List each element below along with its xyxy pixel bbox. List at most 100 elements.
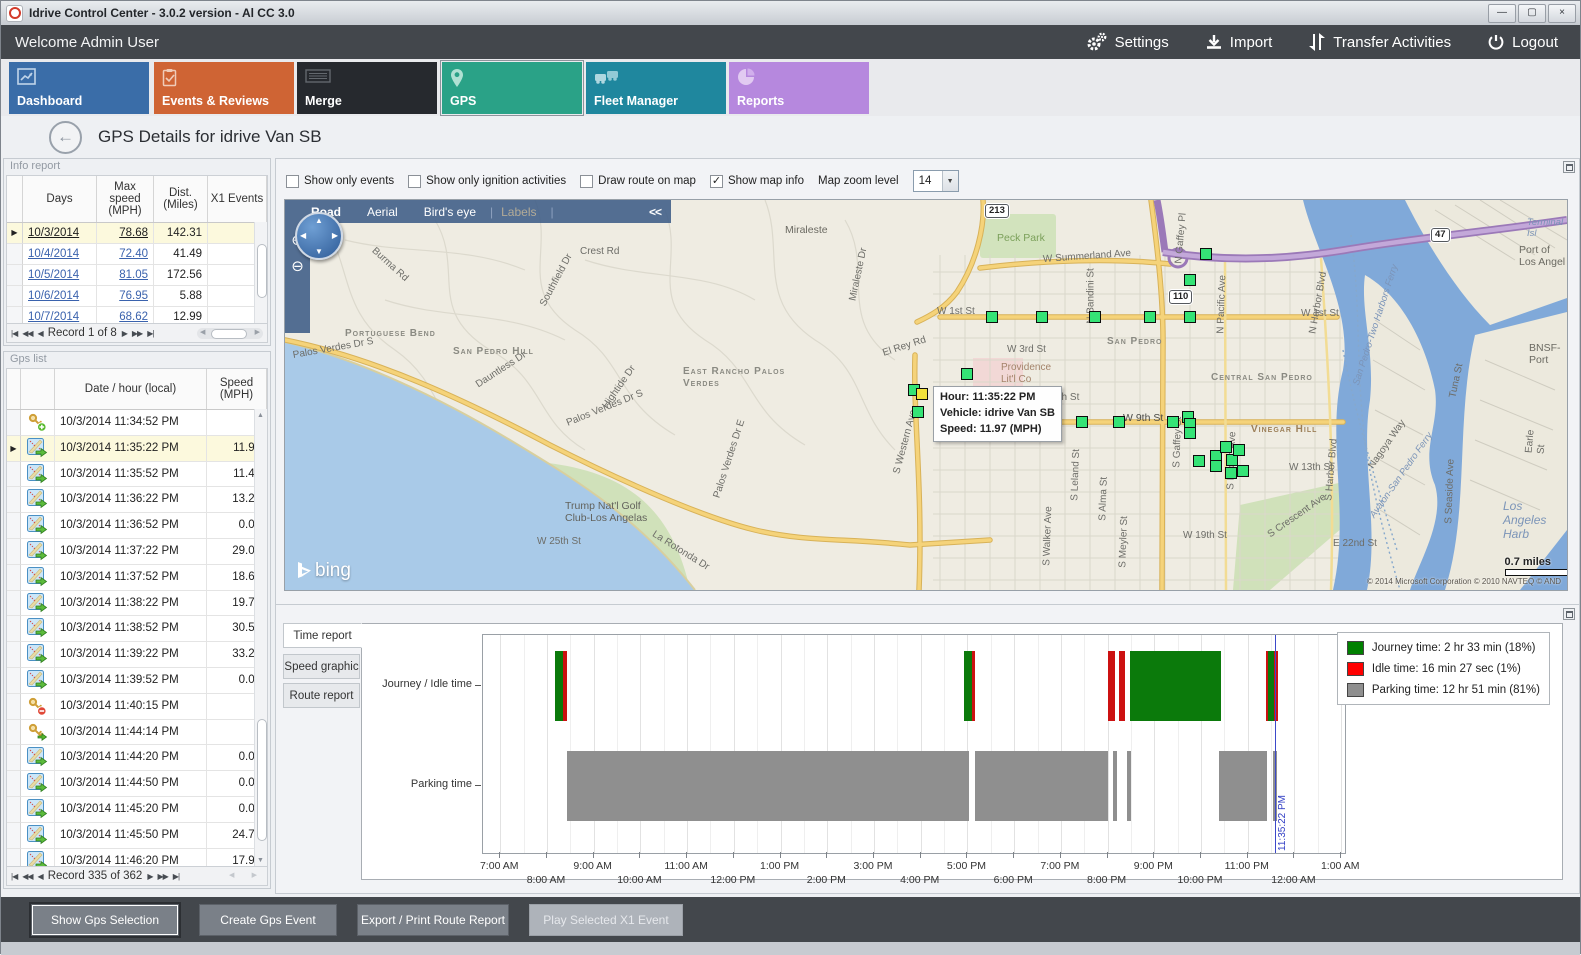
checkbox-show-only-events[interactable]: Show only events <box>286 174 394 188</box>
map-zoom-level-select[interactable]: 14 ▼ <box>912 170 959 192</box>
pan-up-icon[interactable]: ▲ <box>315 216 323 225</box>
tab-time-report[interactable]: Time report <box>283 623 362 648</box>
list-item[interactable]: ▶ 10/3/2014 11:35:22 PM 11.97 <box>7 435 267 462</box>
days-cell[interactable]: 10/6/2014 <box>23 286 97 307</box>
list-item[interactable]: 10/3/2014 11:36:22 PM 13.28 <box>7 487 267 514</box>
list-item[interactable]: 10/3/2014 11:39:22 PM 33.21 <box>7 642 267 668</box>
gps-marker[interactable] <box>1225 467 1237 479</box>
pan-right-icon[interactable]: ▶ <box>331 231 338 240</box>
gps-marker[interactable] <box>1144 311 1156 323</box>
max-speed-cell[interactable]: 78.68 <box>97 223 154 244</box>
info-report-hscrollbar[interactable]: ◀ ▶ <box>197 327 263 339</box>
table-row[interactable]: 10/5/2014 81.05 172.56 <box>7 265 267 286</box>
map-style-aerial[interactable]: Aerial <box>367 204 398 219</box>
time-cursor[interactable] <box>1275 635 1277 853</box>
pager-first-icon[interactable]: |◀ <box>11 871 18 881</box>
gps-marker[interactable] <box>1233 444 1245 456</box>
list-item[interactable]: 10/3/2014 11:44:20 PM 0.00 <box>7 745 267 772</box>
days-cell[interactable]: 10/5/2014 <box>23 265 97 286</box>
pager-fast-next-icon[interactable]: ▶▶ <box>157 871 168 881</box>
tab-dashboard[interactable]: Dashboard <box>9 62 149 114</box>
pager-fast-prev-icon[interactable]: ◀◀ <box>22 871 33 881</box>
checkbox-box[interactable] <box>408 174 422 188</box>
col-x1-events[interactable]: X1 Events <box>208 176 267 222</box>
tab-gps[interactable]: GPS <box>440 60 584 116</box>
col-dist[interactable]: Dist. (Miles) <box>154 176 208 222</box>
tab-reports[interactable]: Reports <box>729 62 869 114</box>
checkbox-show-only-ignition[interactable]: Show only ignition activities <box>408 174 566 188</box>
import-button[interactable]: Import <box>1205 33 1272 51</box>
list-item[interactable]: 10/3/2014 11:35:52 PM 11.47 <box>7 461 267 488</box>
transfer-activities-button[interactable]: Transfer Activities <box>1308 32 1451 52</box>
logout-button[interactable]: Logout <box>1487 33 1558 51</box>
gps-marker[interactable] <box>912 406 924 418</box>
table-row[interactable]: ▶ 10/3/2014 78.68 142.31 <box>7 223 267 244</box>
list-item[interactable]: 10/3/2014 11:45:50 PM 24.75 <box>7 822 267 849</box>
show-gps-selection-button[interactable]: Show Gps Selection <box>31 903 179 936</box>
tab-merge[interactable]: Merge <box>297 62 437 114</box>
tab-route-report[interactable]: Route report <box>283 683 360 708</box>
map-bar-collapse-button[interactable]: << <box>648 204 662 219</box>
gps-marker[interactable] <box>1200 248 1212 260</box>
list-item[interactable]: 10/3/2014 11:36:52 PM 0.00 <box>7 513 267 539</box>
gps-marker[interactable] <box>1167 416 1179 428</box>
pager-first-icon[interactable]: |◀ <box>11 328 18 338</box>
gps-marker[interactable] <box>1237 465 1249 477</box>
map-panel-maximize-button[interactable] <box>1563 161 1575 173</box>
pan-down-icon[interactable]: ▼ <box>315 247 323 256</box>
back-button[interactable]: ← <box>49 120 82 154</box>
gps-marker[interactable] <box>986 311 998 323</box>
map-style-birds-eye[interactable]: Bird's eye <box>423 204 476 219</box>
list-item[interactable]: 10/3/2014 11:45:20 PM 0.00 <box>7 796 267 823</box>
gps-marker[interactable] <box>1036 311 1048 323</box>
checkbox-box[interactable] <box>580 174 594 188</box>
gps-list-vscrollbar[interactable]: ▲ ▼ <box>254 409 267 867</box>
minimize-button[interactable]: — <box>1488 3 1516 23</box>
gps-marker[interactable] <box>916 388 928 400</box>
maximize-button[interactable]: ▢ <box>1518 3 1546 23</box>
gps-marker[interactable] <box>1184 427 1196 439</box>
gps-marker[interactable] <box>1184 274 1196 286</box>
pager-prev-icon[interactable]: ◀ <box>37 871 44 881</box>
list-item[interactable]: 10/3/2014 11:34:52 PM <box>7 410 267 436</box>
table-row[interactable]: 10/4/2014 72.40 41.49 <box>7 244 267 265</box>
list-item[interactable]: 10/3/2014 11:37:52 PM 18.63 <box>7 564 267 591</box>
max-speed-cell[interactable]: 72.40 <box>97 244 154 265</box>
checkbox-box[interactable] <box>286 174 299 188</box>
max-speed-cell[interactable]: 76.95 <box>97 286 154 307</box>
pager-fast-prev-icon[interactable]: ◀◀ <box>22 328 33 338</box>
gps-marker[interactable] <box>961 368 973 380</box>
gps-marker[interactable] <box>1226 454 1238 466</box>
map-pan-control[interactable]: ▲ ▼ ◀ ▶ <box>295 212 343 260</box>
list-item[interactable]: 10/3/2014 11:40:15 PM <box>7 693 267 720</box>
pager-last-icon[interactable]: ▶| <box>172 871 180 881</box>
gps-list-hscrollbar[interactable]: ◀ ▶ <box>229 871 257 879</box>
gps-marker[interactable] <box>1184 311 1196 323</box>
gps-marker[interactable] <box>1089 311 1101 323</box>
pager-last-icon[interactable]: ▶| <box>147 328 154 338</box>
gps-marker[interactable] <box>1113 416 1125 428</box>
settings-button[interactable]: Settings <box>1086 32 1169 52</box>
days-cell[interactable]: 10/3/2014 <box>23 223 97 244</box>
export-print-route-report-button[interactable]: Export / Print Route Report <box>357 903 509 936</box>
pager-prev-icon[interactable]: ◀ <box>37 328 44 338</box>
gps-marker[interactable] <box>1210 460 1222 472</box>
zoom-out-icon[interactable]: ⊖ <box>291 258 304 275</box>
bing-map[interactable]: Miraleste Crest Rd Burma Rd Southfield Dr Mi… <box>284 199 1568 591</box>
map-style-labels[interactable]: Labels <box>501 204 537 219</box>
checkbox-draw-route[interactable]: Draw route on map <box>580 174 696 188</box>
create-gps-event-button[interactable]: Create Gps Event <box>199 903 337 936</box>
gps-marker[interactable] <box>1220 441 1232 453</box>
col-days[interactable]: Days <box>23 176 97 222</box>
list-item[interactable]: 10/3/2014 11:44:50 PM 0.00 <box>7 771 267 797</box>
table-row[interactable]: 10/6/2014 76.95 5.88 <box>7 286 267 307</box>
max-speed-cell[interactable]: 81.05 <box>97 265 154 286</box>
pager-next-icon[interactable]: ▶ <box>121 328 128 338</box>
checkbox-box[interactable]: ✓ <box>709 174 723 188</box>
tab-events-reviews[interactable]: Events & Reviews <box>154 62 294 114</box>
col-max-speed[interactable]: Max speed (MPH) <box>97 176 154 222</box>
col-speed[interactable]: Speed (MPH) <box>207 369 267 409</box>
checkbox-show-map-info[interactable]: ✓ Show map info <box>709 174 805 188</box>
pan-left-icon[interactable]: ◀ <box>300 231 307 240</box>
tab-speed-graphic[interactable]: Speed graphic <box>283 654 360 679</box>
